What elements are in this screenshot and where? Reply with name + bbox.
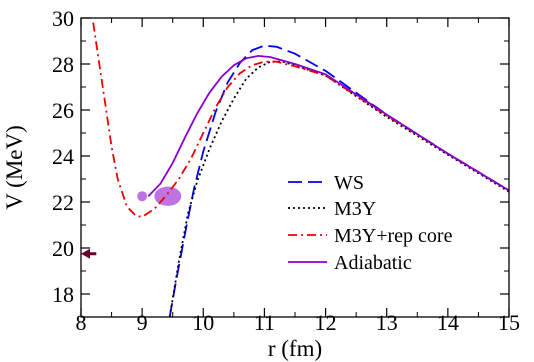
- series-line-ws: [168, 44, 509, 317]
- x-tick-label: 11: [254, 310, 275, 335]
- legend-label-ws: WS: [334, 172, 364, 194]
- x-tick-label: 15: [498, 310, 520, 335]
- plot-content: [81, 22, 509, 317]
- series-line-m3y: [168, 60, 509, 317]
- x-axis-title: r (fm): [268, 336, 322, 361]
- series-line-m3y-rep-core: [92, 22, 509, 218]
- x-tick-label: 8: [76, 310, 87, 335]
- arrow-marker-head: [81, 248, 90, 259]
- legend-label-m3y-rep-core: M3Y+rep core: [334, 225, 453, 247]
- axes: 8 9 10 11 12 13 14 15 18 20 22 24 26 28 30 r (fm) V (MeV…: [2, 6, 520, 361]
- y-tick-label: 24: [52, 144, 74, 169]
- x-tick-label: 10: [192, 310, 214, 335]
- shaded-region-1: [137, 191, 148, 202]
- plot-frame: [80, 17, 510, 318]
- x-tick-label: 12: [315, 310, 337, 335]
- y-tick-label: 30: [52, 6, 74, 31]
- y-tick-label: 28: [52, 52, 74, 77]
- plot-area: [92, 22, 509, 317]
- x-tick-label: 13: [376, 310, 398, 335]
- series-line-adiabatic: [147, 54, 509, 197]
- y-tick-label: 18: [52, 282, 74, 307]
- y-tick-label: 22: [52, 190, 74, 215]
- y-tick-label: 20: [52, 236, 74, 261]
- y-axis-title: V (MeV): [2, 125, 27, 210]
- legend-label-adiabatic: Adiabatic: [334, 252, 412, 274]
- y-tick-label: 26: [52, 98, 74, 123]
- legend: WS M3Y M3Y+rep core Adiabatic: [288, 172, 453, 274]
- x-tick-label: 14: [437, 310, 459, 335]
- x-tick-label: 9: [137, 310, 148, 335]
- legend-label-m3y: M3Y: [334, 198, 376, 220]
